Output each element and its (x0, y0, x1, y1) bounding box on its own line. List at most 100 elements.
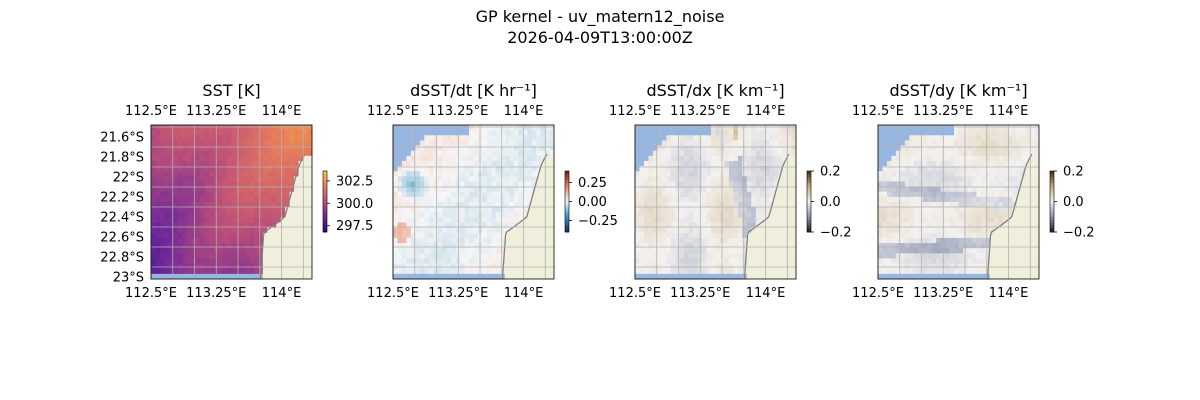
heatmap-cell (900, 130, 906, 136)
heatmap-cell (200, 155, 206, 162)
heatmap-cell (428, 125, 434, 131)
heatmap-cell (994, 232, 1000, 239)
heatmap-cell (684, 243, 690, 249)
heatmap-cell (675, 186, 681, 193)
heatmap-cell (307, 222, 313, 229)
heatmap-cell (151, 202, 156, 208)
heatmap-cell (285, 150, 291, 157)
heatmap-cell (460, 222, 465, 229)
heatmap-cell (258, 176, 264, 182)
heatmap-cell (958, 145, 964, 152)
heatmap-cell (267, 191, 273, 198)
heatmap-cell (451, 248, 457, 254)
heatmap-cell (769, 232, 775, 239)
heatmap-cell (746, 268, 752, 275)
heatmap-cell (922, 227, 928, 234)
heatmap-cell (460, 160, 465, 167)
map-frame (150, 124, 313, 280)
heatmap-cell (393, 160, 398, 167)
heatmap-cell (733, 222, 739, 229)
heatmap-cell (733, 243, 739, 249)
heatmap-cell (931, 176, 937, 182)
heatmap-cell (518, 248, 524, 254)
heatmap-cell (191, 273, 197, 280)
heatmap-cell (904, 227, 910, 234)
heatmap-cell (253, 248, 259, 254)
heatmap-cell (486, 176, 492, 182)
heatmap-cell (249, 248, 255, 254)
heatmap-cell (1016, 130, 1022, 136)
heatmap-cell (410, 191, 416, 198)
heatmap-cell (1003, 268, 1009, 275)
heatmap-cell (258, 155, 264, 162)
heatmap-cell (1012, 227, 1018, 234)
heatmap-cell (675, 171, 681, 177)
heatmap-cell (527, 212, 533, 218)
heatmap-cell (522, 171, 528, 177)
colorbar-segment (1050, 201, 1054, 205)
heatmap-cell (711, 125, 716, 131)
heatmap-cell (168, 140, 174, 146)
heatmap-cell (904, 222, 910, 229)
heatmap-cell (262, 186, 268, 193)
heatmap-cell (918, 217, 924, 223)
heatmap-cell (773, 150, 779, 157)
heatmap-cell (486, 207, 492, 213)
heatmap-cell (218, 268, 223, 275)
heatmap-cell (536, 207, 541, 213)
heatmap-cell (303, 232, 308, 239)
heatmap-cell (1012, 130, 1018, 136)
heatmap-cell (922, 248, 928, 254)
heatmap-cell (424, 227, 430, 234)
heatmap-cell (670, 243, 676, 249)
heatmap-cell (428, 237, 434, 244)
heatmap-cell (446, 243, 452, 249)
heatmap-cell (755, 186, 761, 193)
heatmap-cell (882, 227, 888, 234)
heatmap-cell (900, 212, 906, 218)
heatmap-cell (258, 140, 264, 146)
heatmap-cell (711, 155, 716, 162)
heatmap-cell (927, 140, 933, 146)
heatmap-cell (482, 150, 488, 157)
heatmap-cell (280, 248, 286, 254)
heatmap-cell (522, 232, 528, 239)
heatmap-cell (406, 222, 412, 229)
heatmap-cell (900, 258, 906, 264)
heatmap-cell (643, 140, 649, 146)
heatmap-cell (724, 155, 730, 162)
heatmap-cell (428, 217, 434, 223)
heatmap-cell (886, 166, 892, 172)
heatmap-cell (262, 202, 268, 208)
heatmap-cell (976, 125, 982, 131)
heatmap-cell (742, 145, 748, 152)
heatmap-cell (419, 160, 425, 167)
heatmap-cell (989, 202, 995, 208)
heatmap-cell (159, 268, 165, 275)
heatmap-cell (155, 150, 161, 157)
heatmap-cell (733, 155, 739, 162)
heatmap-cell (182, 166, 188, 172)
heatmap-cell (545, 273, 550, 280)
heatmap-cell (980, 130, 986, 136)
heatmap-cell (504, 155, 510, 162)
heatmap-cell (985, 181, 991, 187)
heatmap-cell (424, 130, 430, 136)
heatmap-cell (891, 258, 897, 264)
heatmap-cell (643, 181, 649, 187)
heatmap-cell (200, 160, 206, 167)
heatmap-cell (657, 273, 663, 280)
heatmap-cell (545, 155, 550, 162)
heatmap-cell (1025, 237, 1031, 244)
heatmap-cell (643, 135, 649, 141)
heatmap-cell (285, 273, 291, 280)
heatmap-cell (1025, 232, 1031, 239)
colorbar-segment (323, 171, 327, 175)
heatmap-cell (155, 222, 161, 229)
heatmap-cell (688, 145, 694, 152)
heatmap-cell (164, 181, 170, 187)
heatmap-cell (276, 186, 282, 193)
heatmap-cell (909, 232, 915, 239)
heatmap-cell (536, 268, 541, 275)
heatmap-cell (927, 191, 933, 198)
